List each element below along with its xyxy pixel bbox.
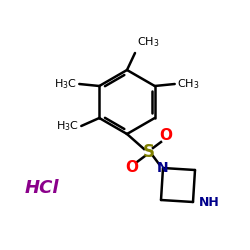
- Text: O: O: [160, 128, 172, 144]
- Text: HCl: HCl: [25, 179, 59, 197]
- Text: H$_3$C: H$_3$C: [54, 77, 77, 91]
- Text: NH: NH: [199, 196, 220, 209]
- Text: H$_3$C: H$_3$C: [56, 119, 79, 133]
- Text: O: O: [126, 160, 138, 176]
- Text: S: S: [143, 143, 155, 161]
- Text: CH$_3$: CH$_3$: [177, 77, 199, 91]
- Text: CH$_3$: CH$_3$: [137, 35, 160, 49]
- Text: N: N: [157, 161, 169, 175]
